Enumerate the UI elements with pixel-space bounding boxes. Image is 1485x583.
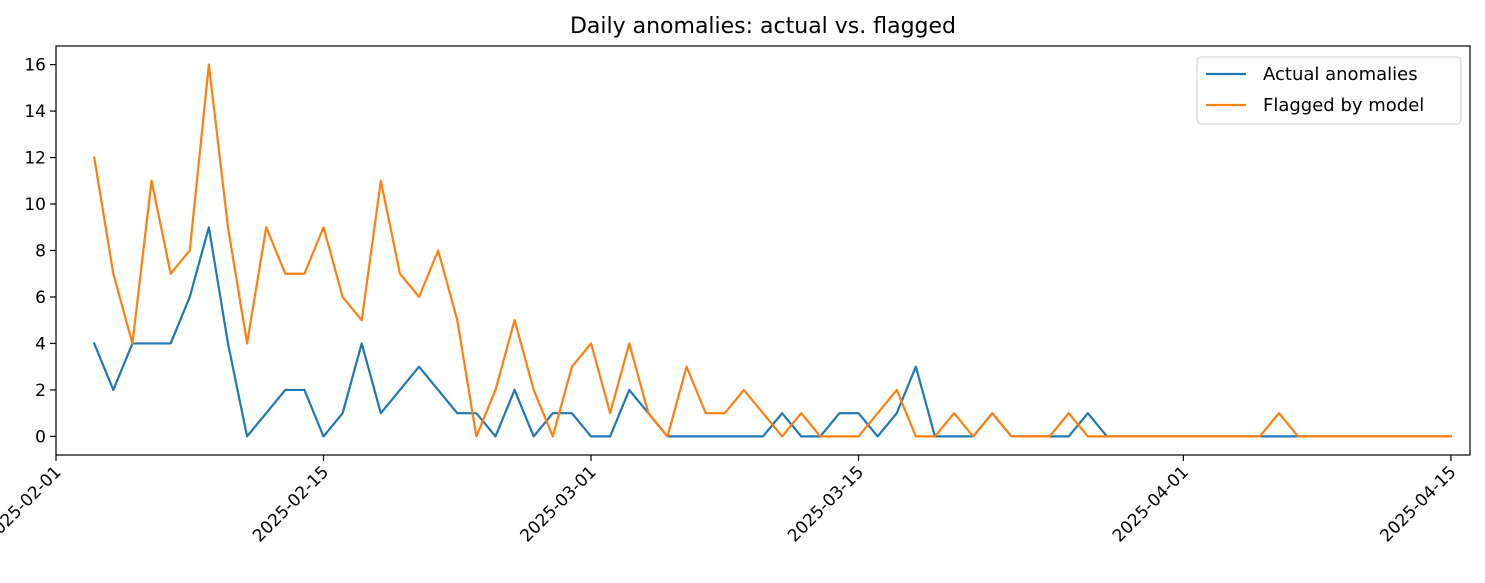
series-layer [92, 63, 1452, 438]
y-tick-label: 6 [35, 288, 46, 308]
y-tick-label: 0 [35, 427, 46, 447]
y-tick-label: 16 [24, 56, 46, 76]
chart-title: Daily anomalies: actual vs. flagged [570, 14, 956, 39]
y-tick-label: 4 [35, 334, 46, 354]
x-tick-label: 2025-03-15 [784, 462, 868, 546]
legend-box [1196, 56, 1462, 125]
x-tick-label: 2025-02-01 [0, 462, 66, 546]
y-tick-label: 10 [24, 195, 46, 215]
x-tick-label: 2025-03-01 [517, 462, 601, 546]
y-tick-label: 12 [24, 149, 46, 169]
x-tick-label: 2025-04-15 [1376, 462, 1460, 546]
legend-label: Flagged by model [1263, 95, 1424, 116]
series-line-1 [92, 226, 1452, 438]
y-tick-label: 2 [35, 381, 46, 401]
y-tick-label: 14 [24, 102, 46, 122]
x-tick-label: 2025-04-01 [1109, 462, 1193, 546]
y-tick-label: 8 [35, 242, 46, 262]
series-line-2 [92, 63, 1452, 438]
legend-label: Actual anomalies [1263, 64, 1418, 85]
x-tick-label: 2025-02-15 [249, 462, 333, 546]
legend: Actual anomalies Flagged by model [1196, 56, 1462, 125]
